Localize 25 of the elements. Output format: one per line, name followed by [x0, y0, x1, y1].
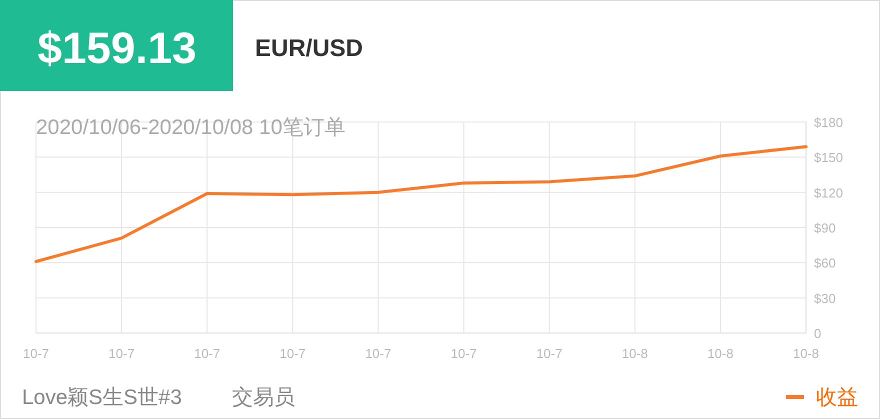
x-tick-label: 10-8	[707, 346, 734, 361]
y-tick-label: 0	[814, 326, 822, 341]
x-tick-label: 10-8	[792, 346, 820, 361]
chart-title: $159.13	[37, 24, 197, 73]
x-tick-label: 10-7	[450, 346, 477, 361]
x-tick-label: 10-7	[108, 346, 135, 361]
text: Love颖S生S世#3	[22, 386, 182, 409]
x-tick-label: 10-7	[280, 346, 306, 361]
y-tick-label: $120	[814, 185, 843, 200]
x-tick-label: 10-7	[194, 346, 220, 361]
chart-subtitle: EUR/USD	[255, 35, 364, 62]
text: 交易员	[232, 386, 295, 409]
x-tick-label: 10-8	[622, 346, 648, 361]
x-tick-label: 10-7	[365, 346, 392, 361]
y-tick-label: $30	[814, 290, 836, 306]
y-tick-label: $90	[814, 220, 836, 236]
y-tick-label: $150	[814, 150, 843, 166]
x-tick-label: 10-7	[536, 346, 562, 361]
x-tick-label: 10-7	[22, 346, 50, 361]
y-tick-label: $60	[814, 256, 836, 271]
title: $159.13	[0, 0, 233, 91]
line-series	[34, 145, 808, 263]
annotation: 2020/10/06-2020/10/08 10笔订单	[36, 116, 346, 139]
y-tick-label: $180	[814, 115, 843, 130]
legend-label: 收益	[816, 386, 858, 409]
